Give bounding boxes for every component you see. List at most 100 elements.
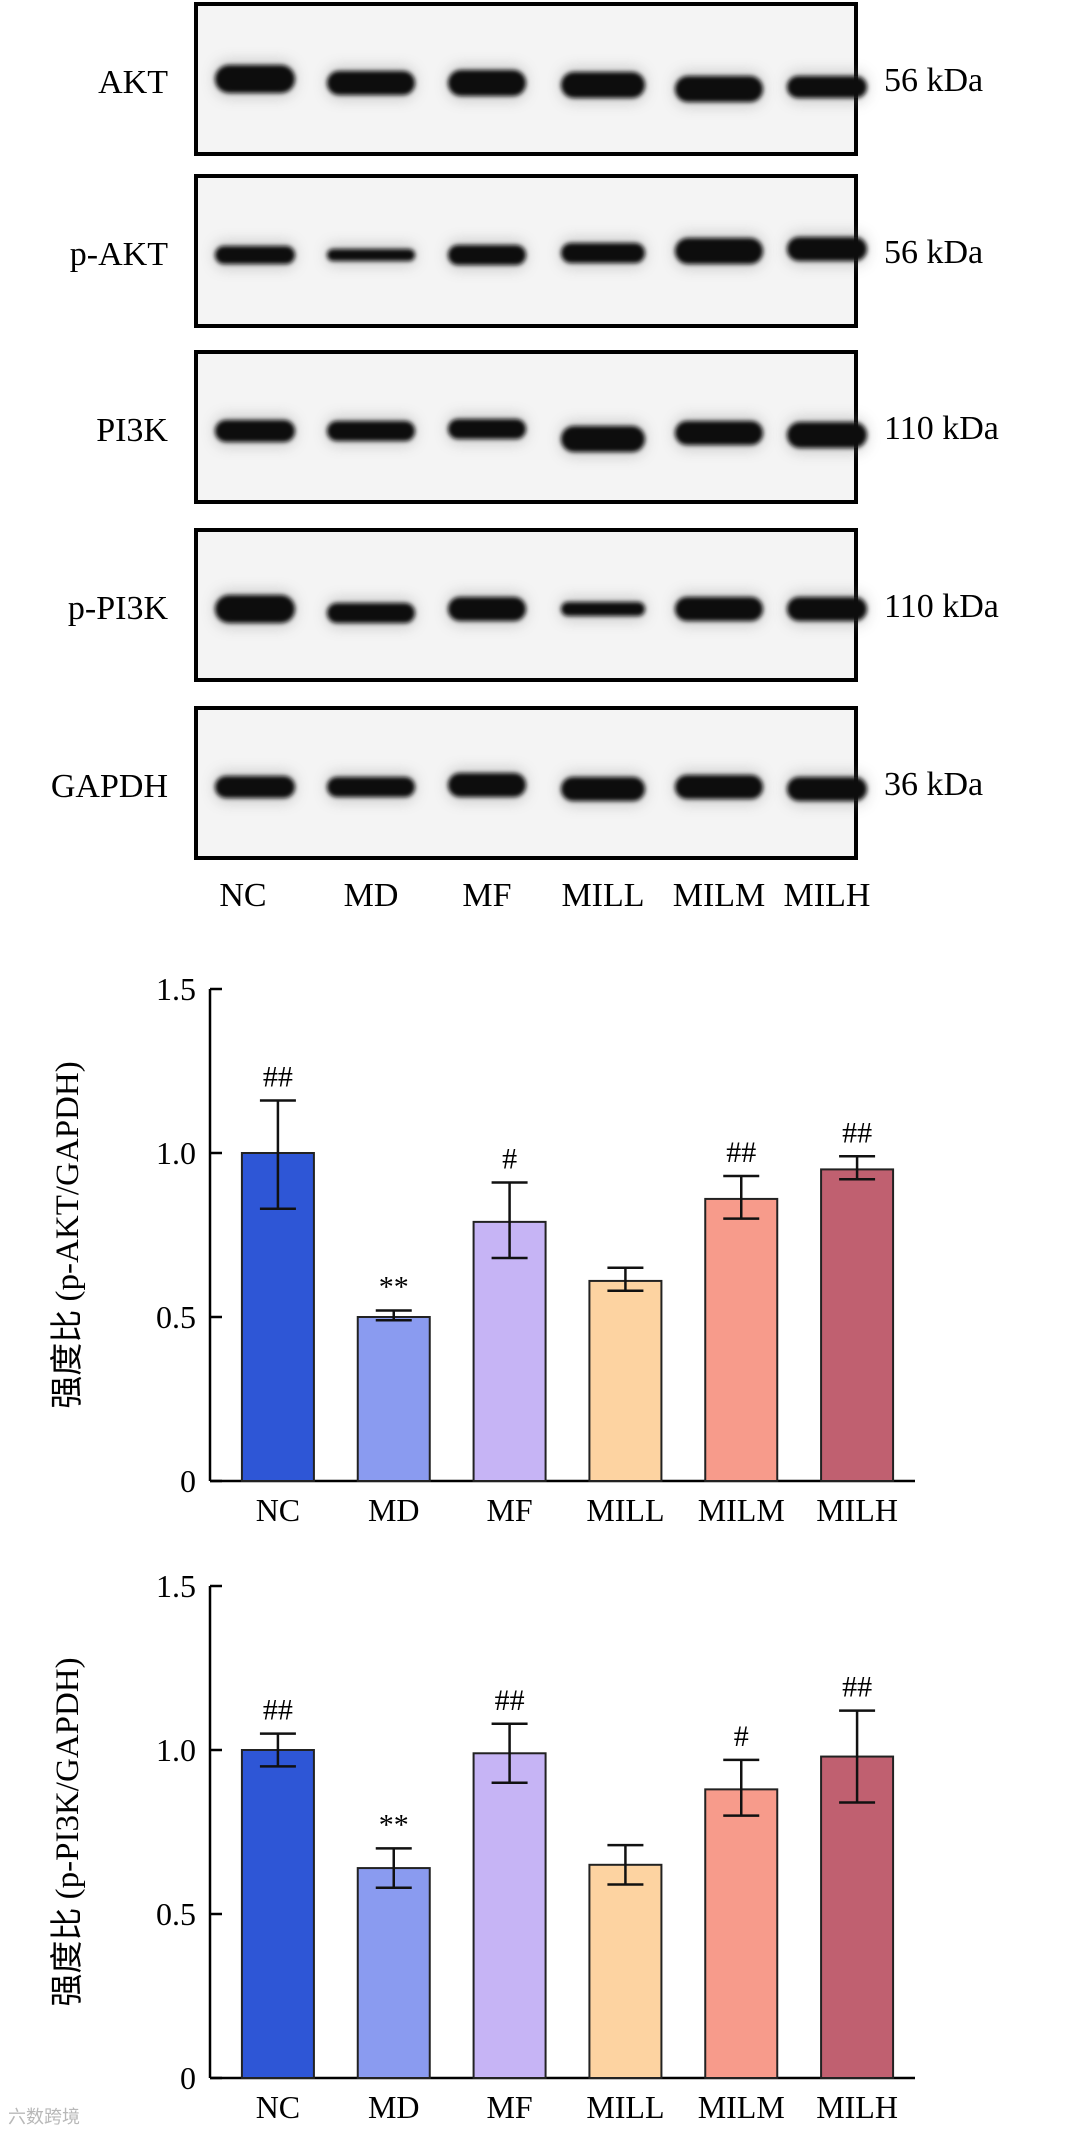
x-tick-label: MD: [368, 2089, 420, 2125]
band-akt-mf: [448, 66, 526, 100]
band-akt-md: [327, 67, 415, 99]
error-bar-nc: [259, 1099, 296, 1211]
blot-protein-label: p-AKT: [70, 236, 168, 273]
blot-lane-label: MILH: [784, 877, 871, 914]
band-p-akt-milh: [787, 233, 867, 265]
band-gapdh-milh: [787, 773, 867, 805]
band-p-akt-mill: [561, 239, 645, 267]
error-bar-md: [375, 1847, 412, 1890]
y-tick-label: 1.5: [156, 1568, 196, 1604]
blot-lane-labels: NC MD MF MILL MILM MILH: [219, 877, 870, 914]
bar-md: [356, 1316, 431, 1482]
y-tick-label: 0.5: [156, 1299, 196, 1335]
y-tick-label: 1.5: [156, 971, 196, 1007]
band-pi3k-mf: [448, 415, 526, 443]
x-tick-label: MILL: [586, 2089, 664, 2125]
band-p-pi3k-mill: [561, 598, 645, 620]
x-tick-label: MF: [486, 2089, 532, 2125]
y-tick-label: 1.0: [156, 1732, 196, 1768]
x-tick-label: MILH: [816, 2089, 898, 2125]
band-pi3k-nc: [215, 416, 295, 446]
band-p-akt-mf: [448, 241, 526, 269]
band-p-akt-md: [327, 245, 415, 265]
x-tick-label: NC: [256, 2089, 300, 2125]
x-tick-label: MILM: [698, 2089, 785, 2125]
blot-panel-p-akt: p-AKT 56 kDa: [70, 174, 983, 328]
blot-panel-p-pi3k: p-PI3K 110 kDa: [68, 528, 999, 682]
blot-lane-label: NC: [219, 877, 266, 914]
blot-lane-label: MILL: [561, 877, 644, 914]
x-tick-label: MILL: [586, 1492, 664, 1528]
band-pi3k-milh: [787, 418, 867, 452]
blot-protein-label: GAPDH: [51, 768, 168, 805]
bar-md: [356, 1867, 431, 2079]
bar-milh: [820, 1168, 895, 1483]
blot-lane-label: MF: [462, 877, 511, 914]
blot-protein-label: PI3K: [96, 412, 168, 449]
y-tick-label: 0: [180, 1463, 196, 1499]
error-bar-milh: [839, 1709, 876, 1804]
significance-label: #: [502, 1143, 517, 1176]
significance-label: ##: [263, 1061, 293, 1094]
band-p-akt-milm: [675, 234, 763, 268]
error-bar-milm: [723, 1758, 760, 1817]
band-p-pi3k-md: [327, 599, 415, 627]
blot-lane-label: MD: [344, 877, 399, 914]
band-p-akt-nc: [215, 242, 295, 268]
bar-milm: [704, 1197, 779, 1483]
significance-label: **: [379, 1808, 409, 1841]
error-bar-mill: [607, 1843, 644, 1886]
error-bar-milm: [723, 1174, 760, 1220]
y-axis-title: 强度比 (p-AKT/GAPDH): [49, 1061, 86, 1408]
error-bar-milh: [839, 1155, 876, 1181]
watermark-text: 六数跨境: [8, 2107, 80, 2128]
significance-label: ##: [263, 1694, 293, 1727]
blot-protein-label: p-PI3K: [68, 590, 169, 627]
bar-chart-p-pi3k: 0 0.5 1.0 1.5 ## NC ** MD ## MF MILL # MILM ## MILH 强度比…: [49, 1568, 915, 2125]
significance-label: #: [734, 1720, 749, 1753]
bar-milh: [820, 1755, 895, 2080]
blot-size-label: 110 kDa: [884, 410, 999, 447]
band-gapdh-mf: [448, 769, 526, 801]
band-gapdh-md: [327, 773, 415, 801]
band-pi3k-md: [327, 417, 415, 445]
bar-nc: [240, 1749, 315, 2079]
error-bar-md: [375, 1309, 412, 1322]
blot-size-label: 110 kDa: [884, 588, 999, 625]
y-tick-label: 1.0: [156, 1135, 196, 1171]
bar-chart-p-akt: 0 0.5 1.0 1.5 ## NC ** MD # MF MILL ## MILM ## MILH 强度比…: [49, 971, 915, 1528]
band-akt-mill: [561, 68, 645, 102]
band-p-pi3k-milm: [675, 593, 763, 625]
significance-label: ##: [495, 1684, 525, 1717]
band-p-pi3k-milh: [787, 593, 867, 625]
error-bar-nc: [259, 1732, 296, 1768]
error-bar-mf: [491, 1181, 528, 1260]
bar-mill: [588, 1279, 663, 1483]
significance-label: ##: [842, 1671, 872, 1704]
y-axis-title: 强度比 (p-PI3K/GAPDH): [49, 1657, 86, 2006]
band-gapdh-nc: [215, 772, 295, 802]
x-tick-label: MILM: [698, 1492, 785, 1528]
bar-mill: [588, 1863, 663, 2080]
blot-lane-label: MILM: [673, 877, 766, 914]
band-pi3k-milm: [675, 417, 763, 449]
band-pi3k-mill: [561, 422, 645, 456]
western-blot-panels: AKT 56 kDa p-AKT 56 kDa PI3K 110 kDa p-PI3K 110…: [51, 2, 999, 914]
blot-size-label: 36 kDa: [884, 766, 983, 803]
band-akt-milm: [675, 72, 763, 106]
error-bar-mill: [607, 1266, 644, 1293]
band-p-pi3k-mf: [448, 593, 526, 625]
y-tick-label: 0.5: [156, 1896, 196, 1932]
blot-size-label: 56 kDa: [884, 62, 983, 99]
blot-panel-pi3k: PI3K 110 kDa: [96, 350, 999, 504]
band-gapdh-milm: [675, 771, 763, 803]
significance-label: **: [379, 1270, 409, 1303]
x-tick-label: MD: [368, 1492, 420, 1528]
significance-label: ##: [842, 1116, 872, 1149]
x-tick-label: MILH: [816, 1492, 898, 1528]
x-tick-label: MF: [486, 1492, 532, 1528]
blot-panel-gapdh: GAPDH 36 kDa: [51, 706, 983, 860]
error-bar-mf: [491, 1722, 528, 1785]
significance-label: ##: [726, 1136, 756, 1169]
